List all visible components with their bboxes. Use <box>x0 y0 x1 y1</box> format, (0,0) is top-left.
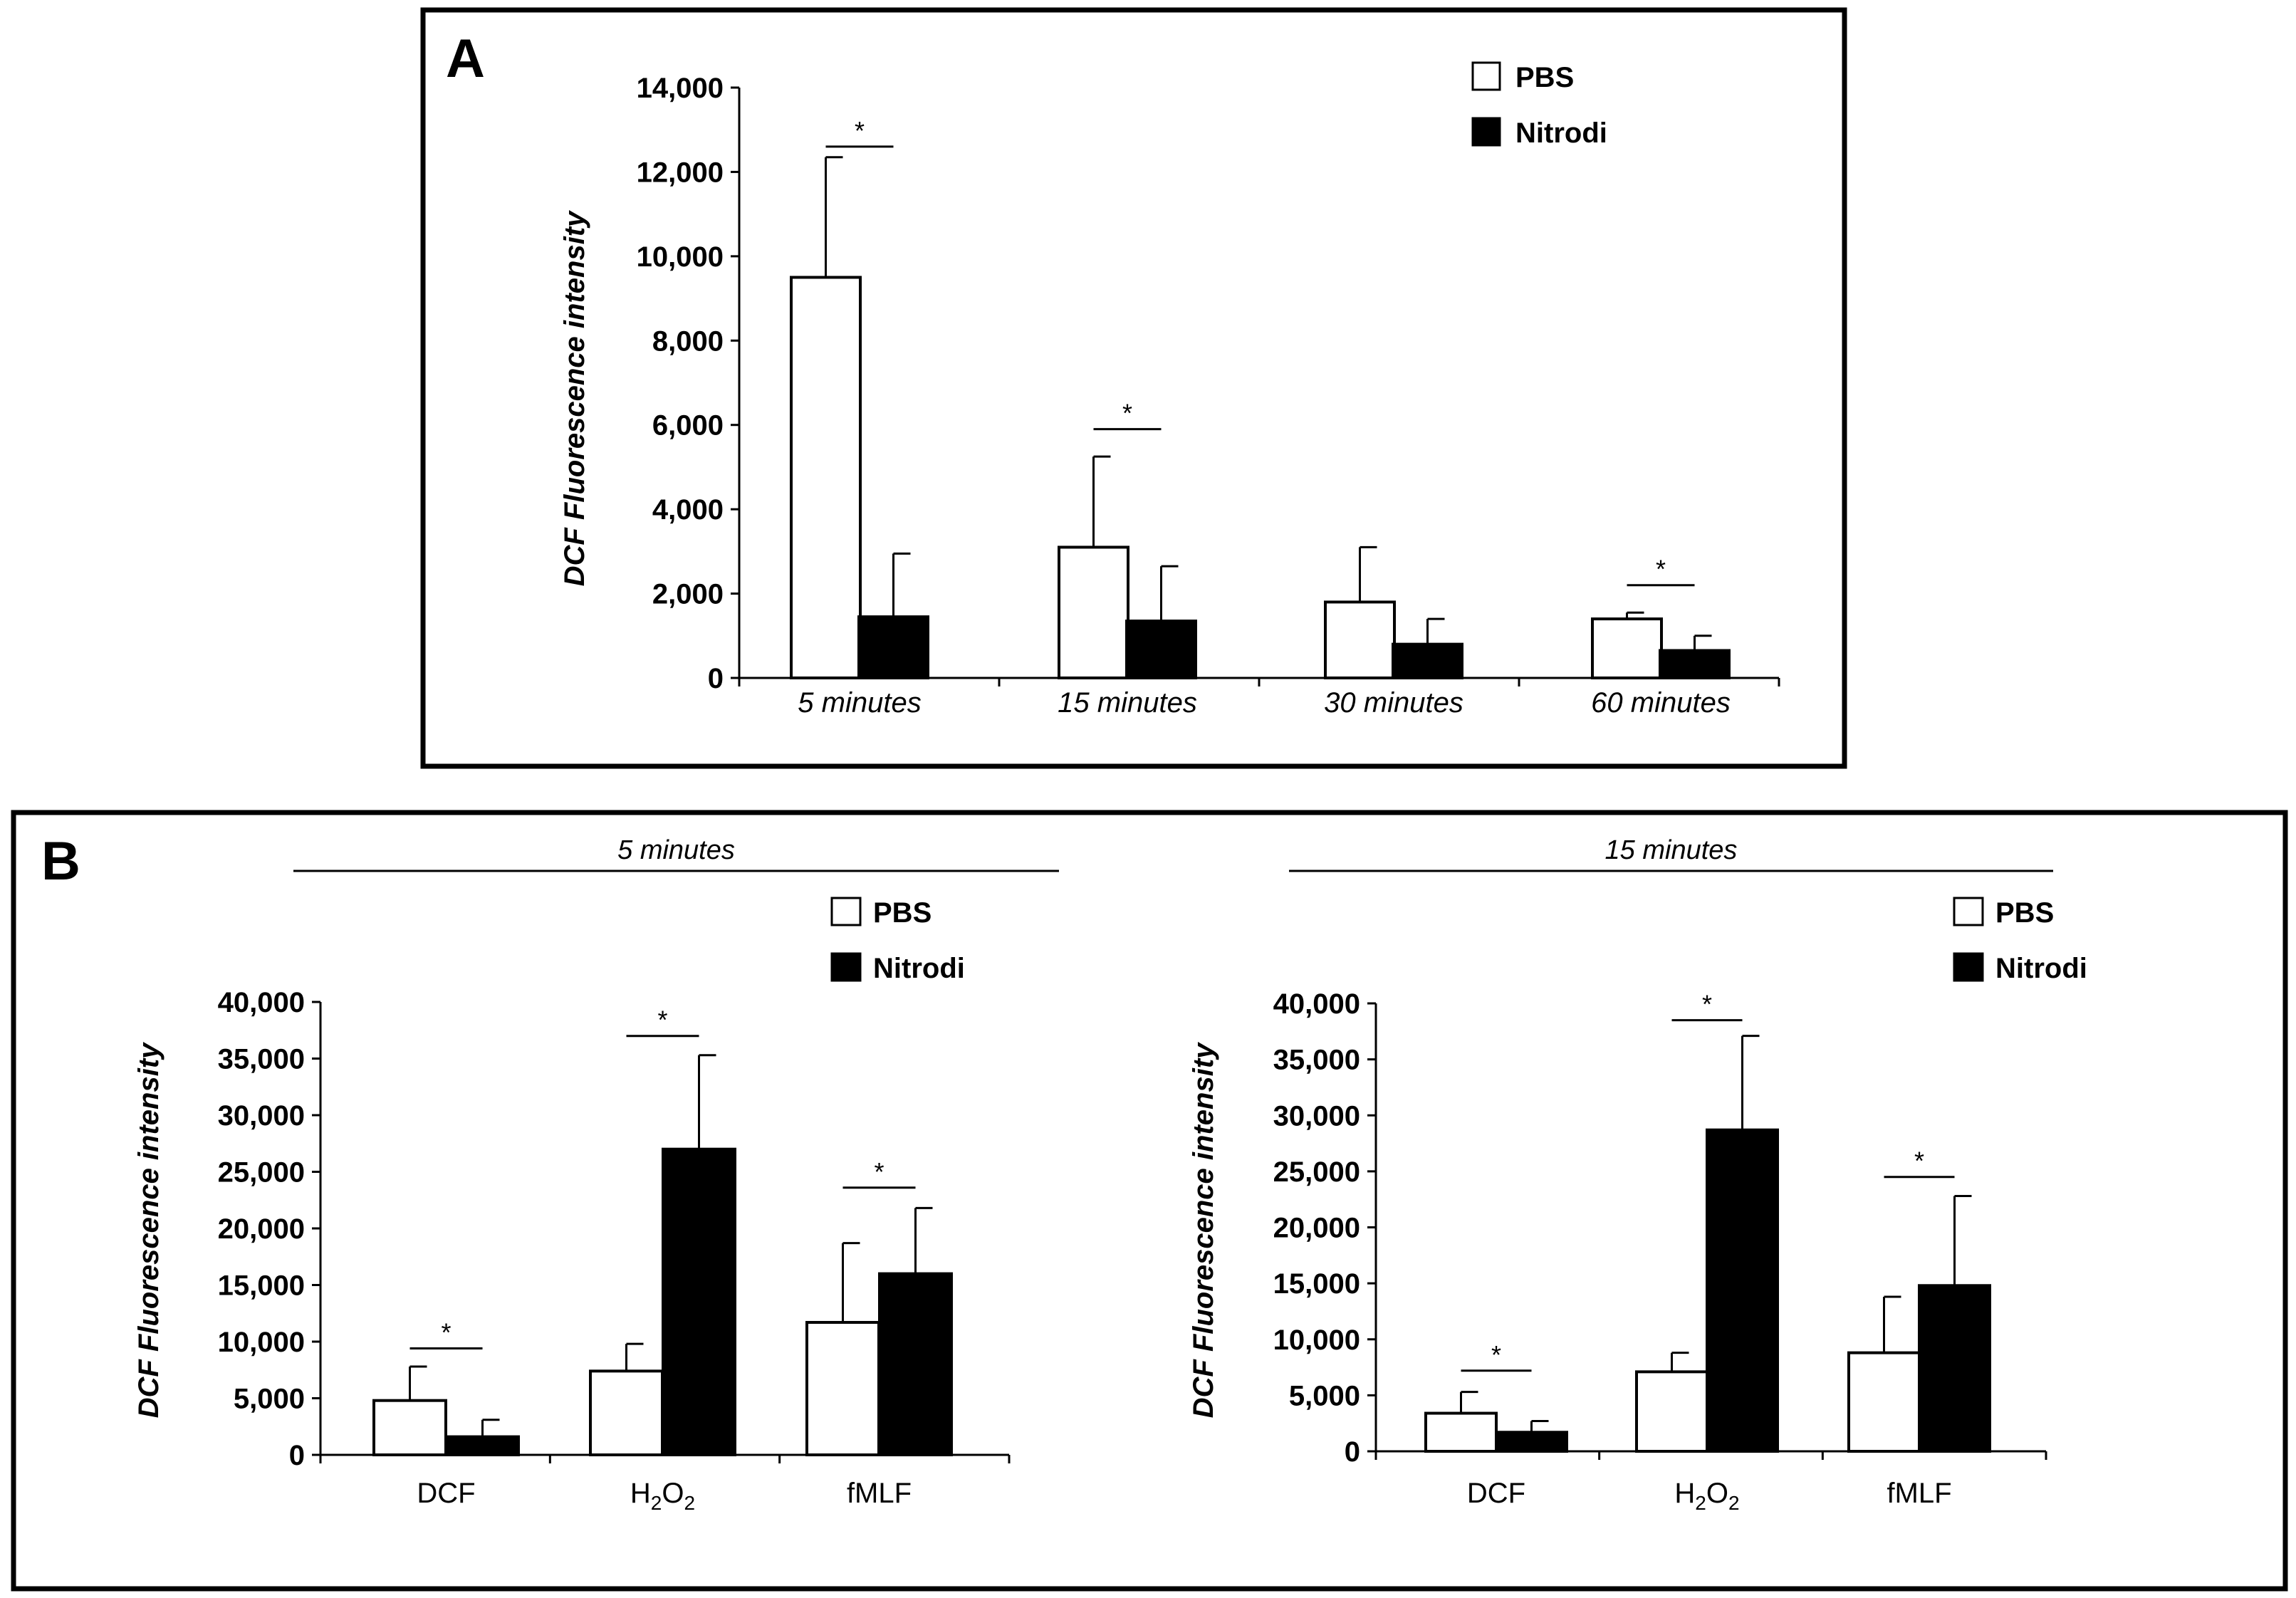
bar-nitrodi <box>878 1272 953 1456</box>
significance-star: * <box>1702 990 1712 1019</box>
chart-b-5-minutes: 5 minutes DCF Fluorescence intensity 0 5,… <box>133 835 1059 1514</box>
bar-pbs <box>589 1369 664 1456</box>
significance-star: * <box>1122 399 1132 428</box>
chart-b-15-minutes: 15 minutes DCF Fluorescence intensity 0 5… <box>1188 835 2087 1514</box>
y-tick-label: 40,000 <box>218 987 305 1018</box>
bar-nitrodi <box>1918 1284 1991 1453</box>
legend-swatch-pbs <box>1471 61 1501 91</box>
bar-pbs <box>1635 1370 1708 1453</box>
y-axis-label: DCF Fluorescence intensity <box>1188 1042 1219 1419</box>
panel-b-letter: B <box>41 831 80 892</box>
legend-label-pbs: PBS <box>1515 62 1574 93</box>
category-label: DCF <box>1467 1478 1525 1509</box>
y-tick-label: 8,000 <box>652 325 724 357</box>
category-label: H2O2 <box>630 1478 695 1514</box>
y-tick-label: 4,000 <box>652 494 724 526</box>
y-tick-label: 5,000 <box>1289 1380 1360 1411</box>
legend-swatch-pbs <box>830 897 862 926</box>
bar-pbs <box>1591 617 1663 679</box>
category-label: fMLF <box>847 1478 912 1509</box>
y-tick-label: 15,000 <box>218 1270 305 1302</box>
group-title: 5 minutes <box>617 835 735 865</box>
panel-a-frame <box>420 7 1847 769</box>
category-label: 15 minutes <box>1058 687 1197 719</box>
y-tick-label: 6,000 <box>652 410 724 442</box>
y-tick-label: 15,000 <box>1273 1268 1360 1300</box>
bar-nitrodi <box>1392 642 1463 680</box>
legend-label-nitrodi: Nitrodi <box>1995 953 2087 984</box>
bar-nitrodi <box>857 615 929 679</box>
bar-nitrodi <box>662 1147 736 1456</box>
y-tick-label: 10,000 <box>218 1327 305 1358</box>
significance-star: * <box>1914 1147 1924 1176</box>
y-tick-label: 0 <box>708 663 724 694</box>
significance-star: * <box>1656 555 1666 584</box>
y-tick-label: 5,000 <box>234 1384 305 1415</box>
bar-pbs <box>1847 1351 1921 1453</box>
y-axis-label: DCF Fluorescence intensity <box>133 1042 165 1419</box>
y-tick-label: 25,000 <box>218 1157 305 1189</box>
bar-nitrodi <box>445 1435 520 1457</box>
bar-nitrodi <box>1495 1431 1568 1453</box>
legend-label-nitrodi: Nitrodi <box>1515 118 1607 149</box>
bar-pbs <box>1424 1411 1498 1453</box>
panel-a-letter: A <box>446 28 485 89</box>
significance-star: * <box>1491 1340 1501 1369</box>
y-tick-label: 12,000 <box>637 157 724 188</box>
y-tick-label: 30,000 <box>218 1100 305 1132</box>
significance-star: * <box>657 1006 667 1035</box>
y-axis-label: DCF Fluorescence intensity <box>559 210 590 587</box>
y-tick-label: 35,000 <box>218 1044 305 1075</box>
bar-pbs <box>1324 600 1396 680</box>
significance-star: * <box>855 116 865 145</box>
y-tick-label: 35,000 <box>1273 1045 1360 1076</box>
legend-label-pbs: PBS <box>873 897 932 929</box>
y-tick-label: 25,000 <box>1273 1156 1360 1188</box>
bar-pbs <box>372 1399 447 1457</box>
significance-star: * <box>874 1157 884 1186</box>
chart-a: DCF Fluorescence intensity 0 2,000 4,000 6,… <box>559 61 1780 719</box>
bar-nitrodi <box>1659 649 1731 680</box>
category-label: fMLF <box>1887 1478 1951 1509</box>
significance-star: * <box>441 1318 451 1347</box>
category-label: 60 minutes <box>1591 687 1731 719</box>
legend-label-pbs: PBS <box>1995 897 2054 929</box>
category-label: DCF <box>417 1478 475 1509</box>
legend-swatch-pbs <box>1953 897 1984 926</box>
category-label: 30 minutes <box>1324 687 1463 719</box>
y-tick-label: 14,000 <box>637 73 724 104</box>
legend-swatch-nitrodi <box>1953 952 1984 982</box>
y-tick-label: 10,000 <box>1273 1325 1360 1356</box>
panel-b-frame <box>11 810 2288 1592</box>
category-label: 5 minutes <box>798 687 921 719</box>
y-tick-label: 0 <box>289 1440 305 1471</box>
y-tick-label: 20,000 <box>1273 1213 1360 1244</box>
category-label: H2O2 <box>1674 1478 1739 1514</box>
y-tick-label: 40,000 <box>1273 988 1360 1020</box>
bar-pbs <box>790 276 862 679</box>
bar-nitrodi <box>1125 620 1197 680</box>
legend-label-nitrodi: Nitrodi <box>873 953 965 984</box>
y-tick-label: 2,000 <box>652 579 724 610</box>
bar-nitrodi <box>1706 1128 1779 1453</box>
y-tick-label: 0 <box>1345 1436 1360 1468</box>
bar-pbs <box>1058 545 1129 680</box>
group-title: 15 minutes <box>1605 835 1738 865</box>
y-tick-label: 20,000 <box>218 1213 305 1245</box>
legend-swatch-nitrodi <box>830 952 862 982</box>
bar-pbs <box>805 1320 880 1456</box>
y-tick-label: 10,000 <box>637 241 724 273</box>
y-tick-label: 30,000 <box>1273 1100 1360 1132</box>
legend-swatch-nitrodi <box>1471 117 1501 147</box>
